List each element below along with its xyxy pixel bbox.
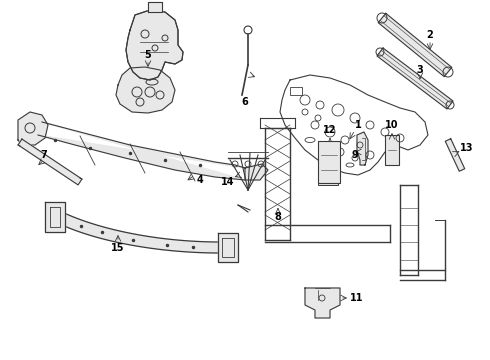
Polygon shape — [45, 202, 65, 232]
Text: 10: 10 — [385, 120, 399, 130]
Text: 8: 8 — [274, 212, 281, 222]
Polygon shape — [377, 48, 453, 109]
Text: 4: 4 — [196, 175, 203, 185]
Polygon shape — [305, 288, 340, 318]
Polygon shape — [357, 132, 368, 165]
Text: 12: 12 — [323, 125, 337, 135]
Polygon shape — [148, 2, 162, 12]
Text: 9: 9 — [352, 150, 358, 160]
Text: 5: 5 — [145, 50, 151, 60]
Bar — [318, 145, 338, 185]
Text: 2: 2 — [427, 30, 433, 40]
Polygon shape — [378, 13, 452, 77]
Polygon shape — [445, 139, 465, 171]
Polygon shape — [18, 112, 48, 145]
Text: 6: 6 — [242, 97, 248, 107]
Polygon shape — [116, 67, 175, 113]
Text: 14: 14 — [221, 177, 235, 187]
Polygon shape — [18, 139, 82, 185]
Polygon shape — [280, 75, 428, 175]
Text: 13: 13 — [460, 143, 474, 153]
Text: 11: 11 — [350, 293, 364, 303]
Bar — [290, 87, 302, 95]
Polygon shape — [62, 212, 220, 253]
Bar — [318, 141, 340, 183]
Polygon shape — [218, 233, 238, 262]
Polygon shape — [38, 122, 245, 180]
Text: 15: 15 — [111, 243, 125, 253]
Text: 7: 7 — [41, 150, 48, 160]
Text: 1: 1 — [355, 120, 361, 130]
Polygon shape — [245, 164, 268, 180]
Bar — [385, 135, 399, 165]
Text: 3: 3 — [416, 65, 423, 75]
Polygon shape — [126, 10, 183, 80]
